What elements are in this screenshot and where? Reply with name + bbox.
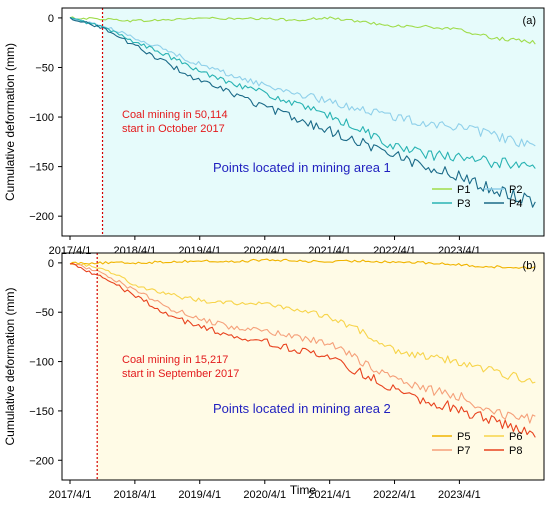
y-tick-label: −100: [29, 357, 54, 369]
x-tick-label: 2023/4/1: [438, 489, 481, 501]
legend-label-p3: P3: [457, 198, 470, 210]
series-line-p2: [69, 17, 536, 148]
series-line-p3: [69, 16, 536, 169]
chart-panel-b: 0 −50 −100 −150 −200 2017/4/1 2018/4/1 2019/4/1…: [3, 252, 545, 501]
y-tick-label: 0: [48, 13, 54, 25]
y-tick-label: −150: [29, 162, 54, 174]
x-tick-label: 2022/4/1: [373, 489, 416, 501]
x-tick-label: 2017/4/1: [49, 489, 92, 501]
panel-label: (b): [523, 260, 536, 272]
legend-label-p8: P8: [509, 445, 522, 457]
y-tick-label: −200: [29, 455, 54, 467]
x-tick-label: 2020/4/1: [243, 489, 286, 501]
series-line-p1: [69, 16, 536, 45]
x-tick-label: 2017/4/1: [49, 245, 92, 257]
area-note-line: Points located in mining area 1: [213, 160, 391, 175]
legend-label-p7: P7: [457, 445, 470, 457]
x-tick-label: 2018/4/1: [113, 489, 156, 501]
y-tick-label: −200: [29, 211, 54, 223]
panel-label: (a): [523, 15, 536, 27]
y-tick-label: −50: [35, 62, 54, 74]
y-tick-label: −150: [29, 406, 54, 418]
legend-label-p6: P6: [509, 431, 522, 443]
legend-label-p5: P5: [457, 431, 470, 443]
series-line-p6: [69, 263, 536, 384]
mining-note-line: Coal mining in 50,114: [122, 109, 228, 121]
series-line-p5: [69, 258, 536, 270]
mining-period-shade: [102, 8, 544, 236]
plot-frame: [61, 252, 545, 481]
area-note-line: Points located in mining area 2: [213, 401, 391, 416]
y-tick-label: 0: [48, 258, 54, 270]
mining-note-line: start in October 2017: [122, 123, 225, 135]
y-tick-label: −50: [35, 307, 54, 319]
plot-frame: [61, 7, 545, 237]
series-line-p7: [69, 263, 536, 424]
legend-label-p2: P2: [509, 184, 522, 196]
y-axis-label: Cumulative deformation (mm): [3, 43, 17, 201]
legend-label-p1: P1: [457, 184, 470, 196]
mining-period-shade: [97, 253, 545, 480]
x-tick-label: 2019/4/1: [178, 489, 221, 501]
series-line-p4: [69, 17, 536, 208]
y-axis-label: Cumulative deformation (mm): [3, 287, 17, 445]
mining-note-line: Coal mining in 15,217: [122, 354, 228, 366]
x-axis-label: Time: [290, 483, 317, 497]
legend-label-p4: P4: [509, 198, 522, 210]
x-tick-label: 2021/4/1: [308, 489, 351, 501]
series-line-p8: [69, 262, 536, 438]
mining-note-line: start in September 2017: [122, 368, 239, 380]
y-tick-label: −100: [29, 112, 54, 124]
